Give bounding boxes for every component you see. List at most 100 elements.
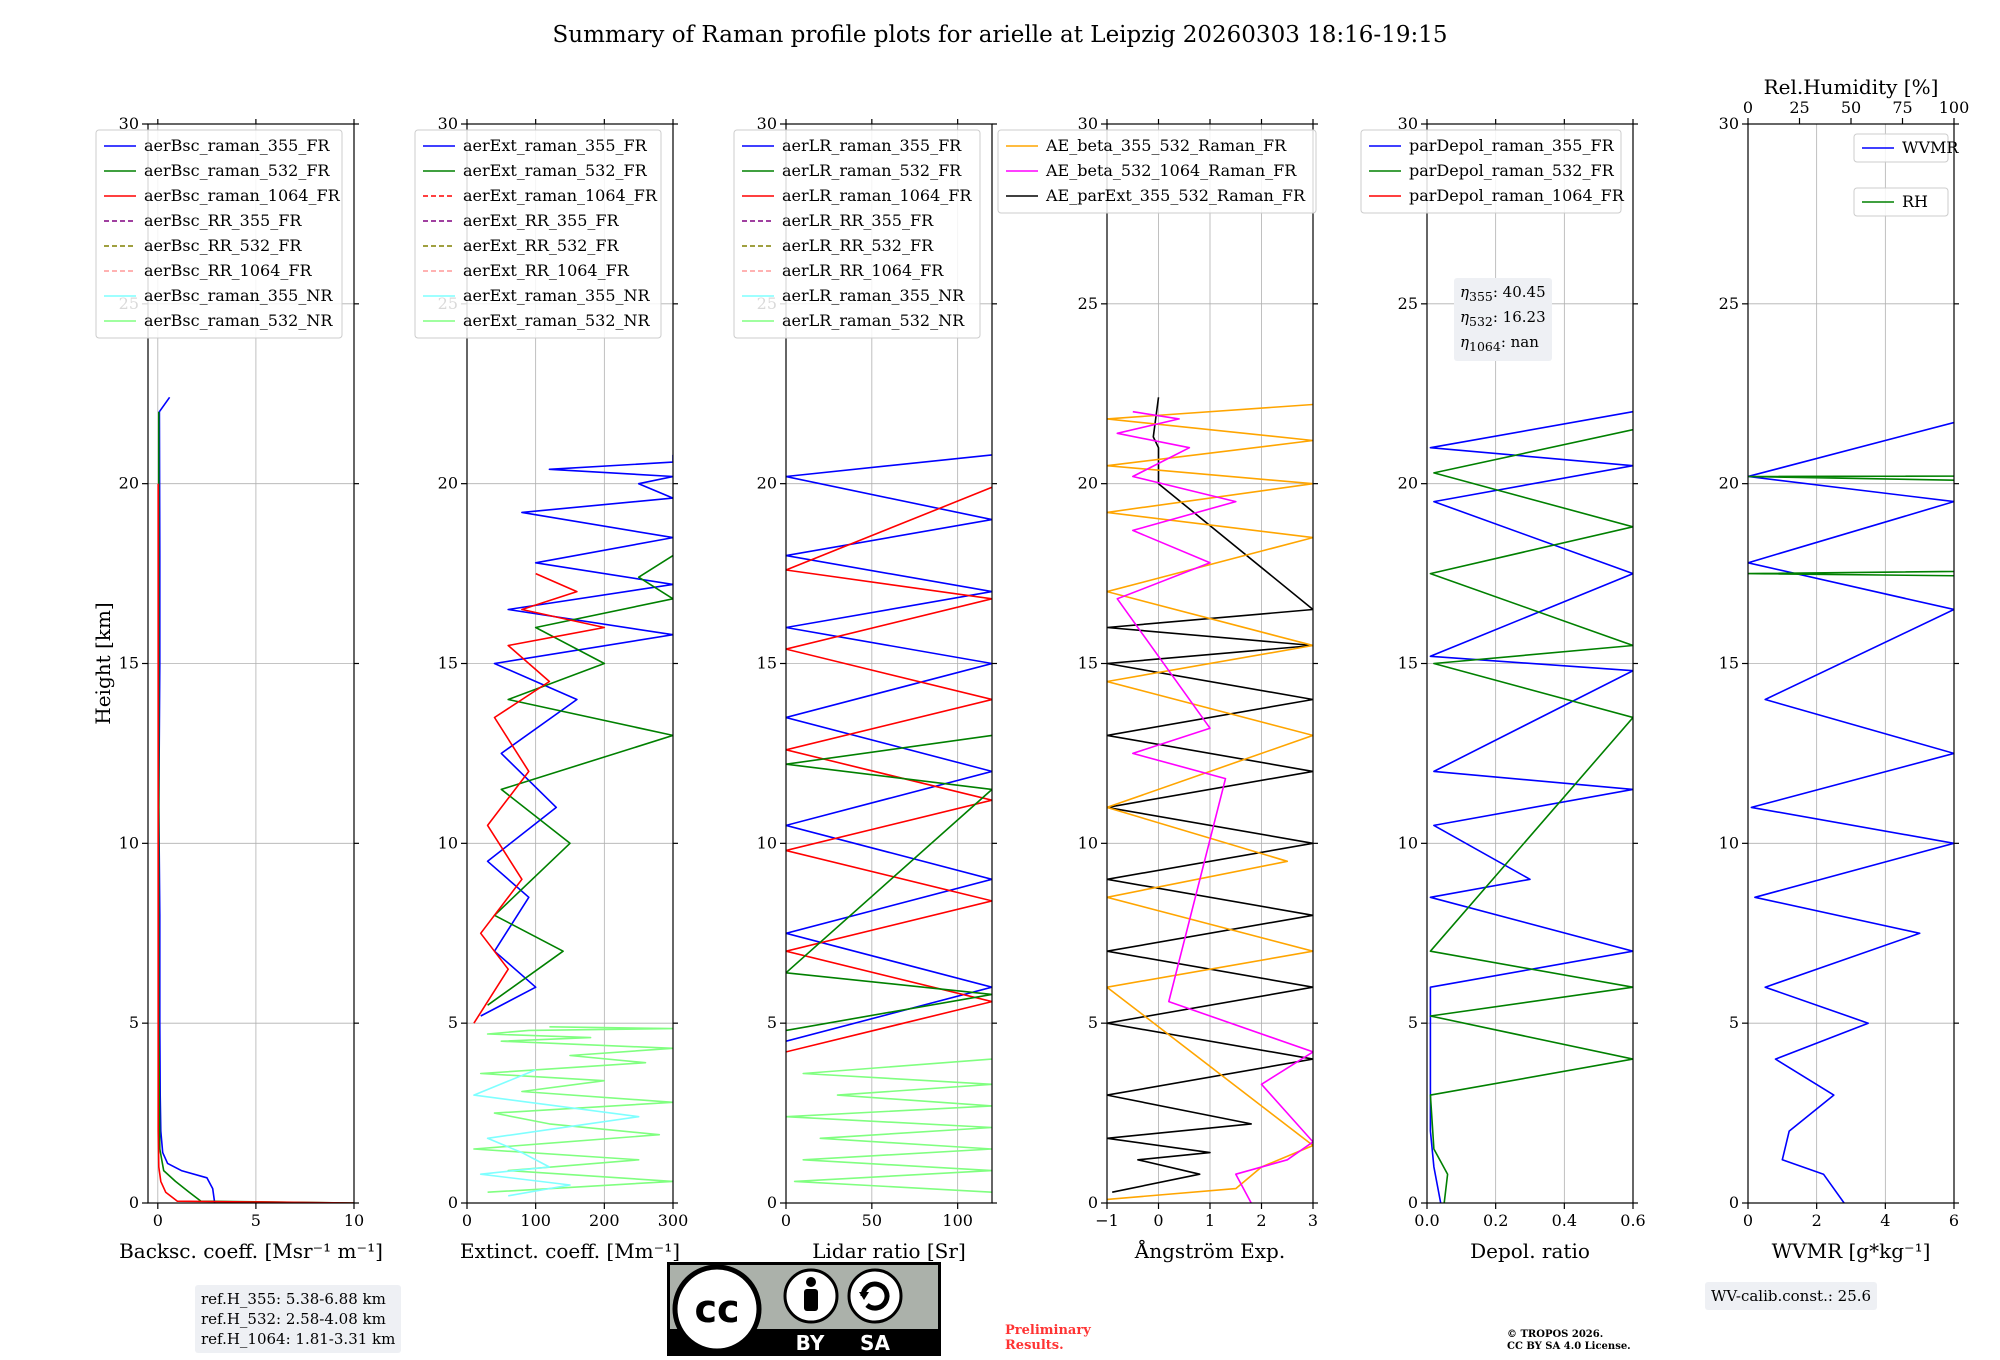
series-line-wvmr-0 bbox=[1748, 421, 1954, 1203]
series-line-extinction-1 bbox=[473, 1069, 640, 1197]
ytick-label-lidar_ratio-4: 20 bbox=[757, 474, 777, 493]
series-line-lidar_ratio-1 bbox=[786, 454, 992, 1042]
series-line-wvmr-1 bbox=[1748, 475, 1954, 577]
xtick-label-lidar_ratio-1: 50 bbox=[862, 1211, 882, 1230]
xtick-label-backscatter-2: 10 bbox=[344, 1211, 364, 1230]
legend-box-extinction bbox=[414, 129, 662, 339]
series-group-lidar_ratio bbox=[786, 454, 992, 1193]
legend-label-wvmr-0: WVMR bbox=[1902, 138, 1959, 157]
by-person-body bbox=[804, 1289, 818, 1311]
ytick-label-angstrom-6: 30 bbox=[1078, 114, 1098, 133]
sa-share-icon bbox=[847, 1268, 903, 1324]
xlabel-backscatter: Backsc. coeff. [Msr⁻¹ m⁻¹] bbox=[119, 1239, 383, 1263]
legend-label-backscatter-6: aerBsc_raman_355_NR bbox=[144, 286, 333, 305]
legend-label-depol-2: parDepol_raman_1064_FR bbox=[1409, 186, 1625, 205]
ytick-label-depol-4: 20 bbox=[1398, 474, 1418, 493]
legend-label-angstrom-0: AE_beta_355_532_Raman_FR bbox=[1045, 136, 1287, 155]
ytick-label-depol-0: 0 bbox=[1408, 1193, 1418, 1212]
copyright-line-2: CC BY SA 4.0 License. bbox=[1507, 1341, 1631, 1352]
top-xtick-label-4: 100 bbox=[1939, 98, 1970, 117]
ytick-label-extinction-3: 15 bbox=[438, 654, 458, 673]
legend-label-extinction-3: aerExt_RR_355_FR bbox=[463, 211, 620, 230]
legend-label-backscatter-4: aerBsc_RR_532_FR bbox=[144, 236, 302, 255]
legend-label-depol-1: parDepol_raman_532_FR bbox=[1409, 161, 1615, 180]
cc-by-sa-badge: cc BY SA bbox=[667, 1262, 941, 1356]
ytick-label-backscatter-4: 20 bbox=[119, 474, 139, 493]
legend-label-lidar_ratio-1: aerLR_raman_532_FR bbox=[782, 161, 962, 180]
ytick-label-extinction-0: 0 bbox=[448, 1193, 458, 1212]
xtick-label-depol-3: 0.6 bbox=[1620, 1211, 1645, 1230]
xtick-label-depol-0: 0.0 bbox=[1414, 1211, 1439, 1230]
ytick-label-backscatter-0: 0 bbox=[129, 1193, 139, 1212]
legend-label-extinction-2: aerExt_raman_1064_FR bbox=[463, 186, 658, 205]
ytick-label-wvmr-4: 20 bbox=[1719, 474, 1739, 493]
ref-height-355: ref.H_355: 5.38-6.88 km bbox=[201, 1290, 386, 1308]
xlabel-lidar_ratio: Lidar ratio [Sr] bbox=[812, 1239, 966, 1263]
ytick-label-extinction-4: 20 bbox=[438, 474, 458, 493]
xtick-label-wvmr-1: 2 bbox=[1812, 1211, 1822, 1230]
series-line-extinction-0 bbox=[473, 1026, 673, 1193]
xtick-label-extinction-3: 300 bbox=[658, 1211, 689, 1230]
legend-label-wvmr-1: RH bbox=[1902, 192, 1928, 211]
legend-box-depol bbox=[1360, 129, 1622, 214]
ref-height-532: ref.H_532: 2.58-4.08 km bbox=[201, 1310, 386, 1328]
xlabel-extinction: Extinct. coeff. [Mm⁻¹] bbox=[460, 1239, 680, 1263]
ytick-label-angstrom-3: 15 bbox=[1078, 654, 1098, 673]
eta-1064: η1064: nan bbox=[1460, 333, 1539, 354]
xtick-label-extinction-0: 0 bbox=[462, 1211, 472, 1230]
legend-label-lidar_ratio-4: aerLR_RR_532_FR bbox=[782, 236, 934, 255]
series-line-depol-0 bbox=[1429, 410, 1633, 1203]
depol-eta-box: η355: 40.45 η532: 16.23 η1064: nan bbox=[1454, 278, 1552, 361]
legend-label-backscatter-5: aerBsc_RR_1064_FR bbox=[144, 261, 313, 280]
xlabel-depol: Depol. ratio bbox=[1470, 1239, 1590, 1263]
series-line-extinction-3 bbox=[487, 554, 673, 1006]
ytick-label-angstrom-4: 20 bbox=[1078, 474, 1098, 493]
legend-label-backscatter-2: aerBsc_raman_1064_FR bbox=[144, 186, 341, 205]
ytick-label-wvmr-3: 15 bbox=[1719, 654, 1739, 673]
ytick-label-lidar_ratio-3: 15 bbox=[757, 654, 777, 673]
series-line-backscatter-2 bbox=[157, 483, 354, 1203]
ytick-label-angstrom-0: 0 bbox=[1088, 1193, 1098, 1212]
series-line-extinction-2 bbox=[480, 454, 673, 1017]
cc-circle-icon bbox=[672, 1264, 762, 1354]
legend-box-wvmr-1 bbox=[1853, 187, 1949, 217]
legend-box-backscatter bbox=[95, 129, 343, 339]
ytick-label-wvmr-0: 0 bbox=[1729, 1193, 1739, 1212]
ytick-label-backscatter-1: 5 bbox=[129, 1013, 139, 1032]
copyright-line-1: © TROPOS 2026. bbox=[1507, 1329, 1604, 1340]
legend-box-wvmr-0 bbox=[1853, 133, 1949, 163]
eta-355: η355: 40.45 bbox=[1460, 283, 1546, 304]
ytick-label-extinction-1: 5 bbox=[448, 1013, 458, 1032]
eta-355-value: : 40.45 bbox=[1492, 283, 1546, 301]
eta-532-value: : 16.23 bbox=[1492, 308, 1546, 326]
ytick-label-wvmr-6: 30 bbox=[1719, 114, 1739, 133]
ytick-label-lidar_ratio-1: 5 bbox=[767, 1013, 777, 1032]
ytick-label-wvmr-1: 5 bbox=[1729, 1013, 1739, 1032]
series-group-extinction bbox=[473, 454, 673, 1197]
ytick-label-wvmr-5: 25 bbox=[1719, 294, 1739, 313]
series-line-lidar_ratio-2 bbox=[786, 486, 992, 1053]
legend-box-lidar_ratio bbox=[733, 129, 981, 339]
xtick-label-extinction-2: 200 bbox=[589, 1211, 620, 1230]
xtick-label-backscatter-0: 0 bbox=[153, 1211, 163, 1230]
sa-arrow-head bbox=[859, 1292, 869, 1300]
series-line-backscatter-0 bbox=[158, 396, 216, 1203]
ytick-label-wvmr-2: 10 bbox=[1719, 833, 1739, 852]
eta-1064-value: : nan bbox=[1500, 333, 1539, 351]
panel-lidar_ratio: 050100051015202530Lidar ratio [Sr]aerLR_… bbox=[733, 114, 997, 1263]
legend-label-backscatter-0: aerBsc_raman_355_FR bbox=[144, 136, 330, 155]
ytick-label-backscatter-6: 30 bbox=[119, 114, 139, 133]
xtick-label-lidar_ratio-0: 0 bbox=[781, 1211, 791, 1230]
xtick-label-lidar_ratio-2: 100 bbox=[942, 1211, 973, 1230]
copyright-note: © TROPOS 2026. CC BY SA 4.0 License. bbox=[1507, 1329, 1631, 1353]
series-line-lidar_ratio-3 bbox=[786, 734, 992, 1032]
series-line-depol-1 bbox=[1429, 428, 1633, 1203]
legend-label-extinction-0: aerExt_raman_355_FR bbox=[463, 136, 648, 155]
top-xtick-label-2: 50 bbox=[1841, 98, 1861, 117]
legend-label-extinction-6: aerExt_raman_355_NR bbox=[463, 286, 651, 305]
top-xtick-label-0: 0 bbox=[1743, 98, 1753, 117]
panel-extinction: 0100200300051015202530Extinct. coeff. [M… bbox=[414, 114, 689, 1263]
legend-label-depol-0: parDepol_raman_355_FR bbox=[1409, 136, 1615, 155]
legend-label-extinction-1: aerExt_raman_532_FR bbox=[463, 161, 648, 180]
